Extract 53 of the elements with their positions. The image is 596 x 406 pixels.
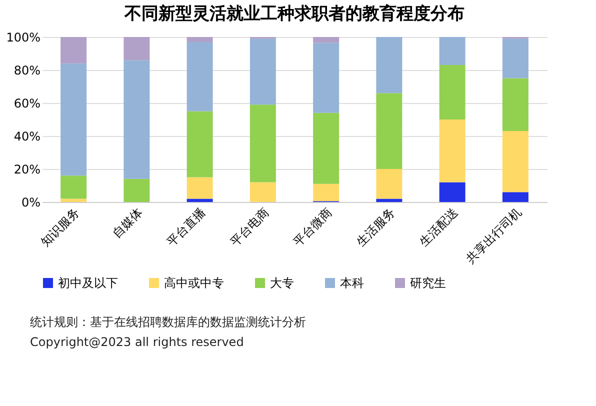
bar xyxy=(376,93,402,169)
bar xyxy=(124,37,150,60)
bar xyxy=(186,198,213,202)
bar xyxy=(502,192,528,202)
bar xyxy=(60,198,87,202)
legend-label: 高中或中专 xyxy=(164,276,224,290)
x-tick-label: 共享出行司机 xyxy=(463,205,524,266)
x-tick-label: 知识服务 xyxy=(38,205,82,249)
x-tick-label: 自媒体 xyxy=(110,205,146,240)
bar xyxy=(313,37,340,43)
bar xyxy=(186,111,213,178)
bar xyxy=(124,178,150,202)
bar xyxy=(502,131,528,192)
y-tick-label: 0% xyxy=(21,196,40,210)
bar xyxy=(439,65,466,120)
bar xyxy=(250,38,276,105)
text: 统计规则：基于在线招聘数据库的数据监测统计分析 xyxy=(30,314,307,331)
bar xyxy=(439,120,466,182)
bar xyxy=(186,37,213,42)
bar xyxy=(250,182,276,202)
bar xyxy=(124,60,150,179)
bar xyxy=(376,169,402,199)
bar xyxy=(313,42,340,113)
bar xyxy=(439,182,466,202)
bar xyxy=(186,42,213,112)
legend-label: 大专 xyxy=(270,276,294,290)
x-tick-label: 平台微商 xyxy=(290,205,335,249)
legend-label: 本科 xyxy=(340,276,364,290)
bar xyxy=(60,37,87,64)
bar xyxy=(313,184,340,202)
x-tick-label: 生活服务 xyxy=(354,205,398,249)
bar xyxy=(439,37,466,66)
bar xyxy=(502,38,528,78)
x-tick-label: 生活配送 xyxy=(416,205,461,249)
bar xyxy=(60,63,87,176)
y-tick-label: 40% xyxy=(14,130,40,144)
bar xyxy=(376,37,402,94)
y-tick-label: 100% xyxy=(6,30,40,44)
y-tick-label: 60% xyxy=(14,96,40,110)
bar xyxy=(502,78,528,132)
text: Copyright@2023 all rights reserved xyxy=(30,335,245,349)
y-tick-label: 80% xyxy=(14,64,40,78)
bar xyxy=(60,176,87,199)
y-tick-label: 20% xyxy=(14,162,40,176)
bar xyxy=(250,104,276,182)
bar xyxy=(376,198,402,202)
chart-title: 不同新型灵活就业工种求职者的教育程度分布 xyxy=(124,3,464,24)
legend-label: 初中及以下 xyxy=(58,276,118,290)
bar xyxy=(313,112,340,184)
bar xyxy=(186,177,213,199)
x-tick-label: 平台直播 xyxy=(164,205,208,249)
x-tick-label: 平台电商 xyxy=(228,205,272,249)
legend-label: 研究生 xyxy=(410,276,446,290)
